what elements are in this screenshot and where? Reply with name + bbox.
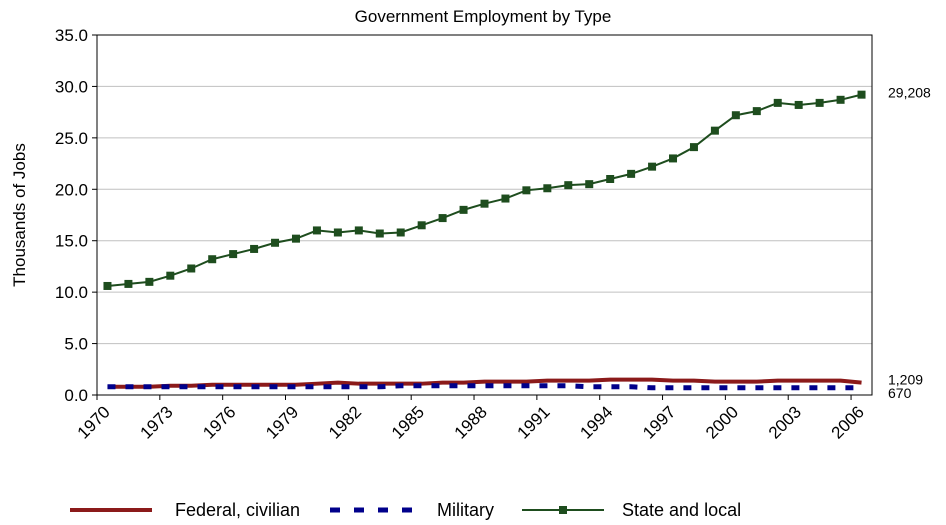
series-marker [396, 228, 405, 237]
x-tick-label: 1988 [451, 402, 491, 442]
series-marker [564, 181, 573, 190]
series-marker [585, 180, 594, 189]
series-marker [773, 98, 782, 107]
series-marker [250, 244, 259, 253]
series-marker [187, 264, 196, 273]
series-marker [145, 277, 154, 286]
series-marker [354, 226, 363, 235]
series-marker [438, 214, 447, 223]
series-line-state-and-local [107, 93, 862, 287]
series-line-federal-civilian [107, 377, 862, 389]
x-tick-label: 1994 [576, 402, 616, 442]
y-tick-label: 10.0 [55, 283, 88, 302]
y-tick-label: 35.0 [55, 26, 88, 45]
series-marker [291, 234, 300, 243]
series-group [103, 90, 866, 391]
series-marker [229, 250, 238, 259]
y-tick-label: 30.0 [55, 77, 88, 96]
series-marker [794, 100, 803, 109]
series-marker [166, 271, 175, 280]
x-tick-label: 1973 [136, 402, 176, 442]
series-marker [480, 199, 489, 208]
y-tick-label: 15.0 [55, 232, 88, 251]
series-line-military [107, 383, 862, 391]
y-tick-label: 20.0 [55, 180, 88, 199]
x-axis-ticks: 1970 1973 1976 1979 1982 1985 1988 1991 1994 1997… [74, 395, 868, 443]
x-tick-label: 1982 [325, 402, 365, 442]
legend: Federal, civilian Military State and local [70, 500, 741, 520]
series-marker [815, 98, 824, 107]
y-tick-label: 5.0 [64, 335, 88, 354]
legend-label: State and local [622, 500, 741, 520]
x-tick-label: 1985 [388, 402, 428, 442]
series-marker [417, 221, 426, 230]
series-marker [543, 184, 552, 193]
x-tick-label: 2003 [765, 402, 805, 442]
series-marker [710, 126, 719, 135]
series-marker [124, 279, 133, 288]
series-marker [459, 205, 468, 214]
series-marker [648, 162, 657, 171]
x-tick-label: 1997 [639, 402, 679, 442]
x-tick-label: 1976 [199, 402, 239, 442]
end-label: 670 [888, 385, 912, 401]
x-tick-label: 2006 [828, 402, 868, 442]
plot-area-frame [96, 34, 873, 396]
series-marker [857, 90, 866, 99]
x-tick-label: 1970 [74, 402, 114, 442]
series-marker [669, 154, 678, 163]
series-marker [271, 238, 280, 247]
series-marker [375, 229, 384, 238]
legend-label: Military [437, 500, 494, 520]
series-marker [731, 111, 740, 120]
x-tick-label: 1979 [262, 402, 302, 442]
series-marker [103, 281, 112, 290]
series-marker [208, 255, 217, 264]
series-marker [501, 194, 510, 203]
gridlines [97, 34, 872, 345]
series-marker [836, 95, 845, 104]
y-tick-label: 0.0 [64, 386, 88, 405]
series-marker [689, 143, 698, 152]
x-tick-label: 1991 [514, 402, 554, 442]
series-marker [752, 107, 761, 116]
series-marker [312, 226, 321, 235]
y-axis-label: Thousands of Jobs [10, 143, 29, 287]
chart-title: Government Employment by Type [355, 7, 612, 26]
series-marker [333, 228, 342, 237]
series-marker [627, 169, 636, 178]
legend-label: Federal, civilian [175, 500, 300, 520]
y-tick-label: 25.0 [55, 129, 88, 148]
y-axis-ticks: 0.0 5.0 10.0 15.0 20.0 25.0 30.0 35.0 [55, 26, 97, 405]
series-marker [522, 186, 531, 195]
x-tick-label: 2000 [702, 402, 742, 442]
end-label: 1,209 [888, 372, 923, 388]
series-marker [606, 175, 615, 183]
legend-marker [559, 506, 567, 514]
end-label: 29,208 [888, 85, 931, 101]
